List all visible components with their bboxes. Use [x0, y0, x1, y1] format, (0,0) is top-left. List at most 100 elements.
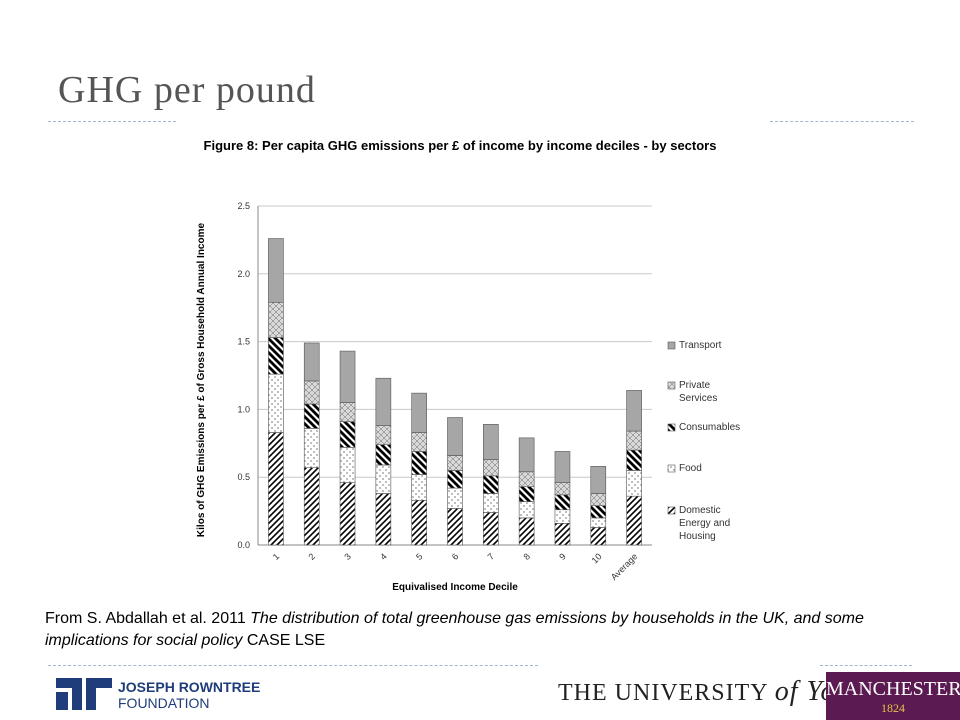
bar-segment: [518, 471, 535, 487]
y-tick-label: 0.5: [237, 472, 250, 482]
y-axis-label: Kilos of GHG Emissions per £ of Gross Ho…: [196, 223, 207, 538]
bar-segment: [554, 451, 571, 483]
y-tick-label: 2.0: [237, 269, 250, 279]
bar-segment: [447, 455, 463, 471]
slide-title: GHG per pound: [58, 69, 316, 111]
bar-segment: [268, 337, 284, 375]
bar-segment: [518, 486, 535, 502]
bar-segment: [339, 482, 356, 546]
bar-segment: [483, 512, 499, 546]
bar-segment: [375, 464, 392, 494]
bar-segment: [375, 493, 392, 546]
bar-segment: [268, 373, 284, 433]
x-tick-label: 2: [307, 551, 318, 562]
x-tick-label: Average: [609, 551, 640, 582]
bar-segment: [554, 482, 571, 496]
bar-segment: [590, 466, 607, 494]
legend-label: Food: [679, 463, 702, 474]
manchester-name: MANCHESTER: [826, 678, 960, 700]
bar-segment: [590, 527, 607, 546]
x-tick-label: 10: [590, 551, 604, 565]
x-tick-label: 1: [271, 551, 282, 562]
bar-segment: [554, 523, 571, 546]
bar-segment: [554, 494, 571, 511]
bar-segment: [518, 517, 535, 546]
bar-segment: [339, 402, 356, 422]
y-tick-label: 2.5: [237, 201, 250, 211]
citation-suffix: CASE LSE: [242, 632, 326, 649]
bar-segment: [303, 380, 320, 405]
york-main: THE UNIVERSITY: [558, 680, 768, 706]
x-tick-label: 4: [378, 551, 389, 562]
bar-segment: [483, 493, 499, 513]
bar-segment: [339, 350, 356, 403]
x-tick-label: 5: [414, 551, 425, 562]
bar-segment: [447, 470, 463, 489]
legend-label: Consumables: [679, 422, 741, 433]
bar-segment: [411, 392, 427, 433]
bar-segment: [626, 470, 642, 497]
bar-segment: [375, 444, 392, 466]
bar-segment: [554, 509, 571, 524]
bar-segment: [411, 432, 427, 452]
y-tick-label: 0.0: [237, 540, 250, 550]
bar-segment: [303, 428, 320, 469]
x-tick-label: 9: [557, 551, 568, 562]
rule: [770, 121, 914, 122]
citation-title: The distribution of total greenhouse gas…: [45, 610, 864, 649]
bar-segment: [626, 495, 642, 546]
jrf-name: JOSEPH ROWNTREE: [118, 679, 261, 695]
bar-segment: [447, 487, 463, 509]
legend-swatch: [667, 381, 676, 390]
bar-segment: [268, 301, 284, 338]
rule: [820, 665, 912, 666]
bar-segment: [268, 432, 284, 546]
bar-segment: [303, 467, 320, 546]
bar-segment: [339, 447, 356, 483]
bar-segment: [590, 505, 607, 519]
bar-segment: [483, 424, 499, 460]
legend-swatch: [667, 506, 676, 515]
bar-segment: [518, 437, 535, 473]
x-tick-label: 3: [342, 551, 353, 562]
manchester-year: 1824: [881, 701, 905, 715]
bar-segment: [447, 417, 463, 456]
x-tick-label: 6: [450, 551, 461, 562]
bar-segment: [483, 475, 499, 494]
bar-segment: [590, 517, 607, 528]
bar-segment: [303, 403, 320, 429]
bar-segment: [483, 459, 499, 477]
york-logo: THE UNIVERSITY of York: [558, 676, 861, 708]
jrf-name: FOUNDATION: [118, 695, 210, 711]
legend-label: Transport: [679, 340, 722, 351]
bar-segment: [411, 499, 427, 546]
bar-segment: [626, 449, 642, 471]
bar-segment: [375, 377, 392, 426]
legend-label: Private Services: [679, 380, 718, 404]
manchester-logo: MANCHESTER 1824: [826, 672, 960, 720]
bar-segment: [375, 425, 392, 445]
legend-swatch: [667, 464, 676, 473]
y-tick-label: 1.5: [237, 337, 250, 347]
x-tick-label: 7: [486, 551, 497, 562]
bar-segment: [590, 493, 607, 506]
bar-segment: [411, 474, 427, 501]
y-tick-label: 1.0: [237, 404, 250, 414]
legend-swatch: [667, 341, 676, 350]
bar-segment: [626, 390, 642, 432]
citation: From S. Abdallah et al. 2011 The distrib…: [45, 608, 925, 652]
legend-label: Domestic Energy and Housing: [679, 505, 731, 542]
bar-segment: [626, 430, 642, 451]
bar-segment: [411, 451, 427, 475]
jrf-logo-mark: [56, 678, 112, 710]
y-axis-label-text: Kilos of GHG Emissions per £ of Gross Ho…: [196, 223, 207, 538]
bar-segment: [303, 342, 320, 382]
x-tick-label: 8: [521, 551, 532, 562]
citation-prefix: From S. Abdallah et al. 2011: [45, 610, 251, 627]
chart-title: Figure 8: Per capita GHG emissions per £…: [204, 138, 717, 153]
bar-segment: [518, 501, 535, 519]
bar-segment: [447, 508, 463, 546]
bar-segment: [339, 421, 356, 448]
